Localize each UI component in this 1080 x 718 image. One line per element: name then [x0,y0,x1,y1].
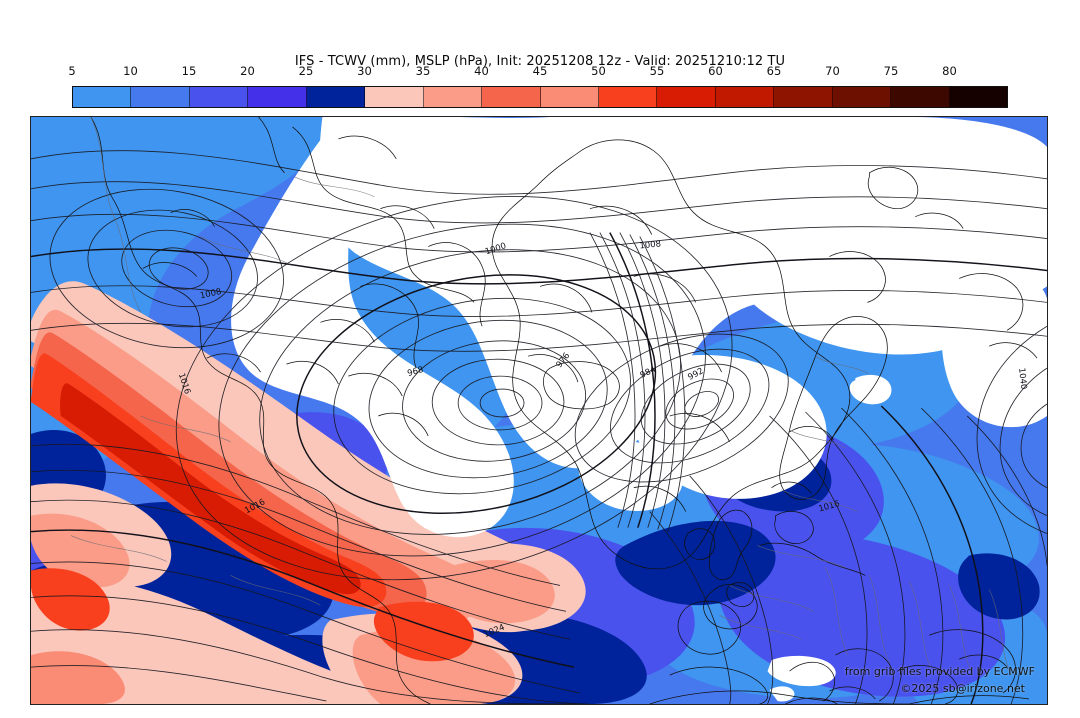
colorbar-swatch-40 [482,87,541,107]
colorbar-swatches [72,86,1008,108]
colorbar-tick-55: 55 [649,64,665,78]
svg-text:1008: 1008 [639,238,662,250]
colorbar-tick-60: 60 [708,64,723,78]
colorbar-swatch-10 [131,87,190,107]
colorbar-tick-30: 30 [357,64,372,78]
tcwv-shaded-layer [31,117,1047,704]
colorbar-tick-5: 5 [68,64,76,78]
colorbar-swatch-50 [598,87,658,107]
coastline-layer [31,117,1047,704]
colorbar-swatch-70 [832,87,892,107]
svg-text:1008: 1008 [199,286,222,300]
colorbar-tick-50: 50 [591,64,606,78]
colorbar-tick-45: 45 [532,64,548,78]
colorbar-tick-20: 20 [240,64,255,78]
colorbar-swatch-65 [774,87,833,107]
colorbar-tick-10: 10 [123,64,138,78]
colorbar-swatch-15 [189,87,249,107]
svg-text:1040: 1040 [1017,367,1029,389]
colorbar-tick-40: 40 [474,64,489,78]
colorbar-tick-15: 15 [181,64,197,78]
colorbar-tick-70: 70 [825,64,840,78]
colorbar-swatch-25 [306,87,366,107]
svg-text:968: 968 [406,364,424,378]
colorbar-swatch-20 [248,87,307,107]
data-source-credit: from grib files provided by ECMWF [844,665,1035,678]
colorbar-swatch-60 [715,87,775,107]
colorbar-swatch-35 [423,87,483,107]
colorbar-swatch-45 [540,87,599,107]
page-title: IFS - TCWV (mm), MSLP (hPa), Init: 20251… [294,54,786,69]
map-canvas[interactable]: 968 976 984 992 1000 1008 1016 1016 1024… [30,116,1048,705]
colorbar-swatch-30 [365,87,424,107]
copyright-credit: ©2025 sb@irizone.net [900,682,1025,695]
colorbar-tick-80: 80 [942,64,957,78]
colorbar-tick-25: 25 [298,64,314,78]
colorbar-tick-labels: 5 10 15 20 25 30 35 40 45 50 55 60 65 70 75 80 [68,64,1008,82]
colorbar-swatch-75 [891,87,950,107]
colorbar: 5 10 15 20 25 30 35 40 45 50 55 60 65 70 75 80 [68,64,1008,108]
colorbar-swatch-80 [949,87,1007,107]
colorbar-swatch-5 [73,87,132,107]
colorbar-tick-35: 35 [415,64,431,78]
colorbar-tick-65: 65 [766,64,782,78]
colorbar-tick-75: 75 [883,64,899,78]
colorbar-swatch-55 [657,87,716,107]
